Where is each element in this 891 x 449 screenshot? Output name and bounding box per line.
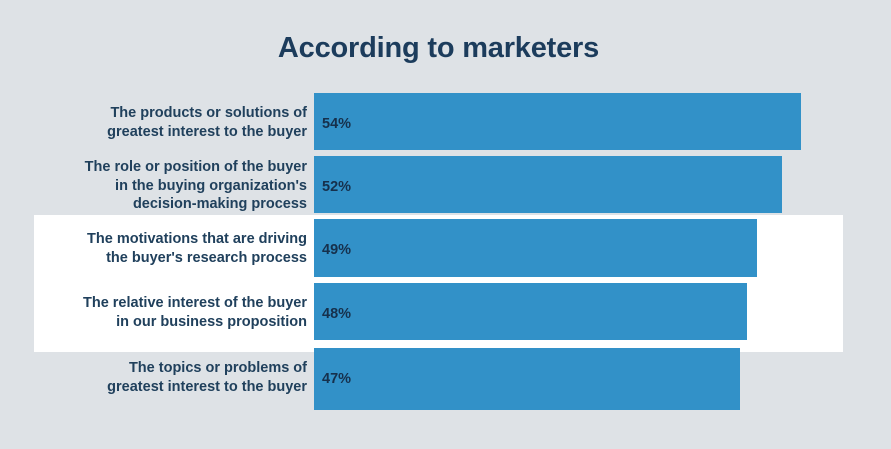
bar-segment — [314, 93, 801, 150]
bar-value-label: 49% — [322, 242, 352, 258]
bar-category-label: The products or solutions of greatest in… — [107, 105, 307, 140]
bar-category-label: The motivations that are driving the buy… — [87, 231, 307, 266]
bar-segment — [314, 348, 740, 410]
bar-category-label: The relative interest of the buyer in ou… — [82, 295, 307, 330]
bar-category-label: The topics or problems of greatest inter… — [107, 360, 307, 395]
bar-segment — [314, 156, 782, 213]
bar-value-label: 52% — [322, 179, 352, 195]
bar-category-label: The role or position of the buyer in the… — [84, 159, 307, 212]
bar-value-label: 48% — [322, 306, 352, 322]
bar-segment — [314, 219, 757, 277]
bar-value-label: 47% — [322, 371, 352, 387]
bar-value-label: 54% — [322, 116, 352, 132]
chart-title: According to marketers — [277, 32, 600, 64]
bar-segment — [314, 283, 747, 340]
